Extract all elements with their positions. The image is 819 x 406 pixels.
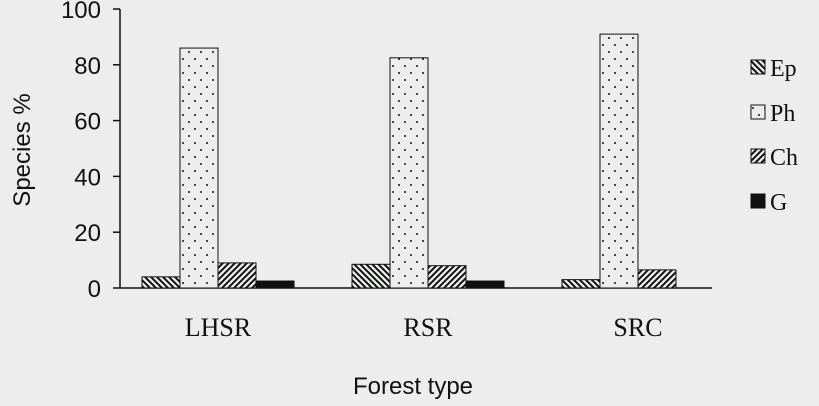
legend-swatch-ch bbox=[750, 148, 766, 164]
bar-ch-src bbox=[637, 269, 677, 289]
bar-ph-lhsr bbox=[179, 47, 219, 289]
category-label: SRC bbox=[613, 313, 662, 342]
y-tick-label: 0 bbox=[88, 276, 101, 303]
legend-label-ep: Ep bbox=[770, 56, 797, 82]
bar-ep-lhsr bbox=[141, 276, 181, 289]
legend-label-ch: Ch bbox=[770, 145, 798, 171]
bar-ph-src bbox=[599, 33, 639, 289]
y-axis-title: Species % bbox=[9, 93, 36, 206]
legend-label-g: G bbox=[770, 190, 787, 216]
y-tick-label: 20 bbox=[74, 220, 101, 247]
category-label: RSR bbox=[403, 313, 453, 342]
legend-label-ph: Ph bbox=[770, 101, 795, 127]
category-label: LHSR bbox=[185, 313, 252, 342]
legend-swatch-ph bbox=[750, 104, 766, 120]
x-axis-title: Forest type bbox=[353, 373, 473, 400]
legend-swatch-ep bbox=[750, 59, 766, 75]
y-tick-label: 80 bbox=[74, 53, 101, 80]
bar-ep-src bbox=[561, 279, 601, 289]
bar-g-rsr bbox=[465, 280, 505, 289]
legend-swatch-g bbox=[750, 193, 766, 209]
y-tick-label: 100 bbox=[61, 0, 101, 24]
bar-ph-rsr bbox=[389, 57, 429, 289]
y-ticks: 0 20 40 60 80 100 bbox=[61, 0, 120, 303]
legend: Ep Ph Ch G bbox=[750, 56, 798, 216]
bar-ep-rsr bbox=[351, 263, 391, 289]
bar-ch-rsr bbox=[427, 265, 467, 289]
category-labels: LHSR RSR SRC bbox=[185, 313, 663, 342]
bars bbox=[141, 33, 677, 289]
bar-ch-lhsr bbox=[217, 262, 257, 289]
y-tick-label: 40 bbox=[74, 164, 101, 191]
bar-g-lhsr bbox=[255, 280, 295, 289]
y-tick-label: 60 bbox=[74, 109, 101, 136]
